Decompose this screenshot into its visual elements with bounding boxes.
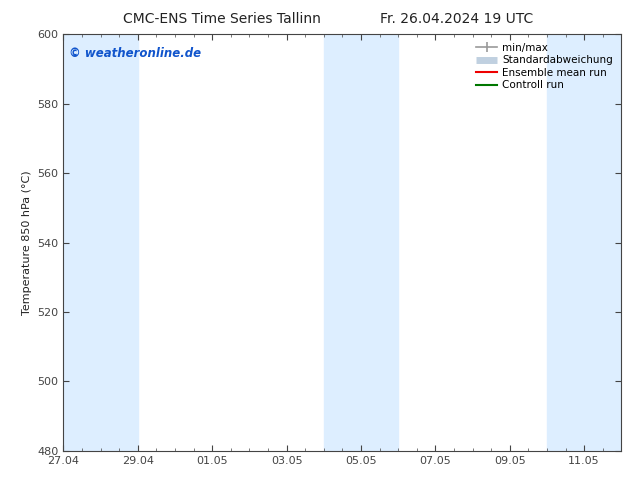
Legend: min/max, Standardabweichung, Ensemble mean run, Controll run: min/max, Standardabweichung, Ensemble me…	[473, 40, 616, 94]
Bar	[63, 34, 138, 451]
Text: CMC-ENS Time Series Tallinn: CMC-ENS Time Series Tallinn	[123, 12, 321, 26]
Text: © weatheronline.de: © weatheronline.de	[69, 47, 201, 60]
Text: Fr. 26.04.2024 19 UTC: Fr. 26.04.2024 19 UTC	[380, 12, 533, 26]
Y-axis label: Temperature 850 hPa (°C): Temperature 850 hPa (°C)	[22, 170, 32, 315]
Bar	[324, 34, 398, 451]
Bar	[547, 34, 621, 451]
